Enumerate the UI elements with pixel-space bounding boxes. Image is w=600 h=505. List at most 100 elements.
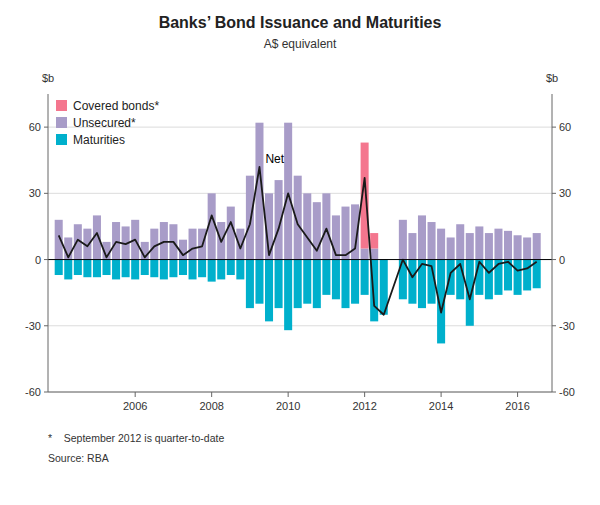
y2-tick-label: -30 [559, 320, 575, 332]
x-tick-label: 2010 [276, 400, 300, 412]
marks [55, 123, 541, 344]
bar [64, 237, 72, 238]
bar [523, 260, 531, 291]
zero-line [48, 259, 552, 260]
bar [236, 260, 244, 280]
bar [485, 233, 493, 234]
grid-line [48, 325, 552, 326]
bar [141, 260, 149, 275]
bar [504, 230, 512, 231]
bar [284, 260, 292, 331]
bar [141, 241, 149, 242]
y2-axis-label: $b [546, 72, 558, 84]
legend: Covered bonds*Unsecured*Maturities [56, 99, 159, 147]
legend-label: Maturities [73, 133, 125, 147]
bar [265, 260, 273, 322]
bar [227, 206, 235, 207]
bar [189, 228, 197, 229]
bar [179, 260, 187, 275]
bar [112, 222, 120, 223]
bar [475, 226, 483, 227]
y-tick-label: -30 [25, 320, 41, 332]
bar-series [55, 260, 541, 344]
bar-series [55, 123, 541, 260]
bar [437, 228, 445, 229]
footnote: * September 2012 is quarter-to-date [48, 432, 224, 444]
x-tick [211, 392, 212, 397]
bar [102, 260, 110, 275]
bar [313, 260, 321, 309]
bar [198, 228, 206, 229]
y-tick [44, 127, 48, 128]
bar [74, 260, 82, 275]
bar [303, 260, 311, 304]
bar [255, 122, 263, 123]
bar [485, 233, 493, 259]
grid [48, 127, 552, 392]
bar [341, 207, 349, 260]
bar [102, 241, 110, 242]
bar [160, 222, 168, 260]
bar [217, 260, 225, 280]
bar [189, 260, 197, 280]
bar [437, 229, 445, 260]
bar [112, 222, 120, 260]
bar [322, 193, 330, 194]
bar [514, 235, 522, 259]
y-tick [44, 193, 48, 194]
x-tick [364, 392, 365, 397]
bar [533, 233, 541, 259]
x-tick-label: 2016 [505, 400, 529, 412]
bar [456, 224, 464, 259]
y-tick-label: 30 [29, 187, 41, 199]
bar [208, 260, 216, 282]
bar [122, 226, 130, 227]
bar [93, 215, 101, 216]
bar [255, 260, 263, 304]
bar [246, 176, 254, 260]
bar [313, 202, 321, 203]
subtitle: A$ equivalent [264, 37, 337, 51]
grid-line [48, 392, 552, 393]
bar [475, 226, 483, 259]
bar [303, 193, 311, 194]
bar [408, 260, 416, 304]
bar [370, 233, 378, 248]
y-tick [44, 392, 48, 393]
y-tick [44, 325, 48, 326]
bar [504, 231, 512, 260]
bar [150, 260, 158, 278]
y-axis-label: $b [42, 72, 54, 84]
bar [284, 122, 292, 123]
x-tick-label: 2014 [429, 400, 453, 412]
chart: Banks’ Bond Issuance and Maturities A$ eq… [0, 0, 600, 505]
bar [408, 233, 416, 234]
y2-tick [552, 325, 556, 326]
bar [351, 260, 359, 304]
bar [294, 260, 302, 309]
y-tick [44, 259, 48, 260]
bar [351, 204, 359, 205]
axes: -60-3003060-60-3003060200620082010201220… [25, 94, 575, 412]
bar [399, 219, 407, 220]
bar [303, 193, 311, 259]
bar [466, 233, 474, 259]
bar [447, 237, 455, 259]
bar [514, 235, 522, 236]
title: Banks’ Bond Issuance and Maturities [159, 14, 442, 31]
bar [112, 260, 120, 280]
bar [533, 233, 541, 234]
bar [83, 260, 91, 278]
bar [227, 207, 235, 260]
bar [265, 193, 273, 194]
bar [399, 220, 407, 260]
background [0, 0, 600, 505]
y2-tick-label: 0 [559, 254, 565, 266]
x-tick-label: 2012 [352, 400, 376, 412]
bar [179, 240, 187, 260]
bar [494, 228, 502, 229]
bar [160, 260, 168, 280]
legend-swatch [56, 134, 67, 145]
bar [361, 260, 369, 295]
bar [447, 260, 455, 295]
